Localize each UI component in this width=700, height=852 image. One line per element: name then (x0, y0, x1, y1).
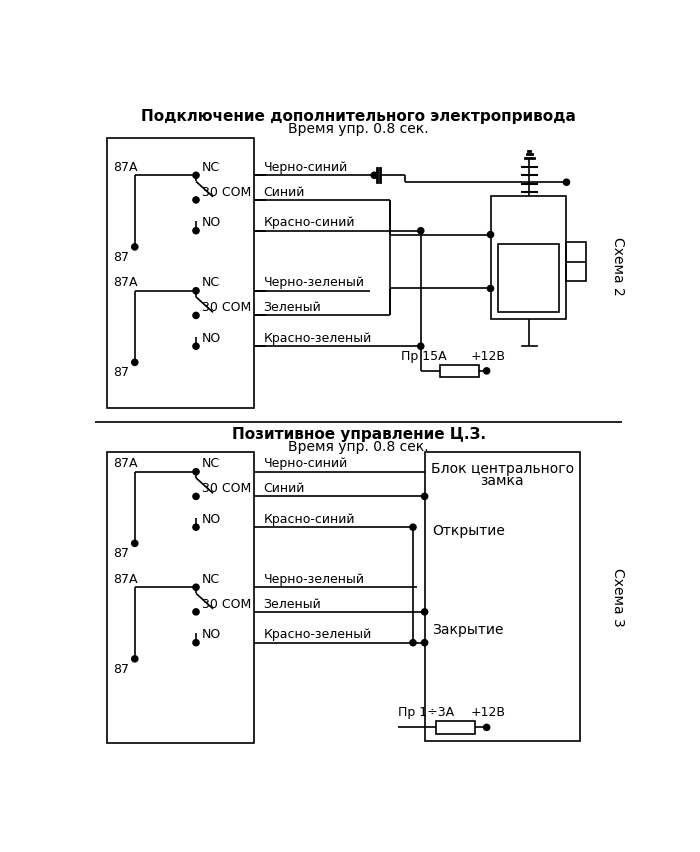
Text: Время упр. 0.8 сек.: Время упр. 0.8 сек. (288, 122, 429, 135)
Circle shape (193, 173, 199, 179)
Circle shape (484, 368, 490, 375)
Text: Схема 3: Схема 3 (611, 567, 625, 626)
Text: NO: NO (202, 512, 221, 525)
Text: 30 COM: 30 COM (202, 186, 251, 199)
Text: Схема 2: Схема 2 (611, 237, 625, 296)
Text: Красно-синий: Красно-синий (263, 216, 355, 229)
Circle shape (193, 313, 199, 320)
Circle shape (193, 640, 199, 646)
Text: 87А: 87А (113, 573, 138, 585)
Circle shape (132, 360, 138, 366)
Circle shape (132, 656, 138, 662)
Text: Черно-синий: Черно-синий (263, 457, 348, 469)
Text: замка: замка (480, 474, 524, 487)
Text: Зеленый: Зеленый (263, 301, 321, 314)
Circle shape (193, 584, 199, 590)
Text: Пр 1÷3А: Пр 1÷3А (398, 705, 454, 718)
Circle shape (421, 493, 428, 500)
Bar (425, 452, 580, 741)
Circle shape (418, 228, 424, 234)
Bar (107, 139, 254, 408)
Circle shape (564, 180, 570, 186)
Circle shape (193, 288, 199, 295)
Text: 87А: 87А (113, 276, 138, 289)
Circle shape (193, 343, 199, 350)
Circle shape (421, 640, 428, 646)
Text: Синий: Синий (263, 481, 304, 494)
Circle shape (132, 541, 138, 547)
Text: Синий: Синий (263, 186, 304, 199)
Text: NO: NO (202, 216, 221, 229)
Text: 30 COM: 30 COM (202, 301, 251, 314)
Text: Открытие: Открытие (433, 524, 505, 538)
Text: NO: NO (202, 628, 221, 641)
Bar (566, 243, 586, 281)
Circle shape (132, 245, 138, 250)
Circle shape (410, 640, 416, 646)
Bar (498, 245, 559, 312)
Text: NO: NO (202, 331, 221, 344)
Text: NC: NC (202, 457, 220, 469)
Text: NC: NC (202, 161, 220, 174)
Circle shape (193, 198, 199, 204)
Text: Черно-зеленый: Черно-зеленый (263, 276, 365, 289)
Text: NC: NC (202, 276, 220, 289)
Circle shape (193, 228, 199, 234)
Text: Красно-зеленый: Красно-зеленый (263, 331, 372, 344)
Text: Зеленый: Зеленый (263, 597, 321, 610)
Text: 30 COM: 30 COM (202, 481, 251, 494)
Text: Закрытие: Закрытие (433, 622, 504, 636)
Circle shape (484, 724, 490, 731)
Text: 87: 87 (113, 250, 129, 263)
Text: Время упр. 0.8 сек.: Время упр. 0.8 сек. (288, 439, 429, 453)
Circle shape (418, 343, 424, 350)
Text: Пр 15А: Пр 15А (401, 349, 447, 362)
Circle shape (410, 525, 416, 531)
Text: Подключение дополнительного электропривода: Подключение дополнительного электроприво… (141, 108, 576, 124)
Text: 30 COM: 30 COM (202, 597, 251, 610)
Text: 87: 87 (113, 547, 129, 560)
Text: Черно-зеленый: Черно-зеленый (263, 573, 365, 585)
Text: 87: 87 (113, 366, 129, 379)
Circle shape (421, 609, 428, 615)
Circle shape (487, 233, 494, 239)
Bar (436, 722, 475, 734)
Text: NC: NC (202, 573, 220, 585)
Text: 87: 87 (113, 662, 129, 675)
Text: 87А: 87А (113, 457, 138, 469)
Circle shape (487, 286, 494, 292)
Circle shape (193, 609, 199, 615)
Text: Красно-зеленый: Красно-зеленый (263, 628, 372, 641)
Text: Блок центрального: Блок центрального (430, 462, 574, 475)
Text: +12В: +12В (471, 705, 506, 718)
Text: Черно-синий: Черно-синий (263, 161, 348, 174)
Bar (107, 452, 254, 743)
Text: 87А: 87А (113, 161, 138, 174)
Text: Красно-синий: Красно-синий (263, 512, 355, 525)
Circle shape (193, 469, 199, 475)
Circle shape (193, 525, 199, 531)
Bar (491, 197, 566, 320)
Circle shape (371, 173, 377, 179)
Text: +12В: +12В (471, 349, 506, 362)
Bar (440, 366, 479, 377)
Text: Позитивное управление Ц.З.: Позитивное управление Ц.З. (232, 426, 486, 441)
Circle shape (193, 493, 199, 500)
